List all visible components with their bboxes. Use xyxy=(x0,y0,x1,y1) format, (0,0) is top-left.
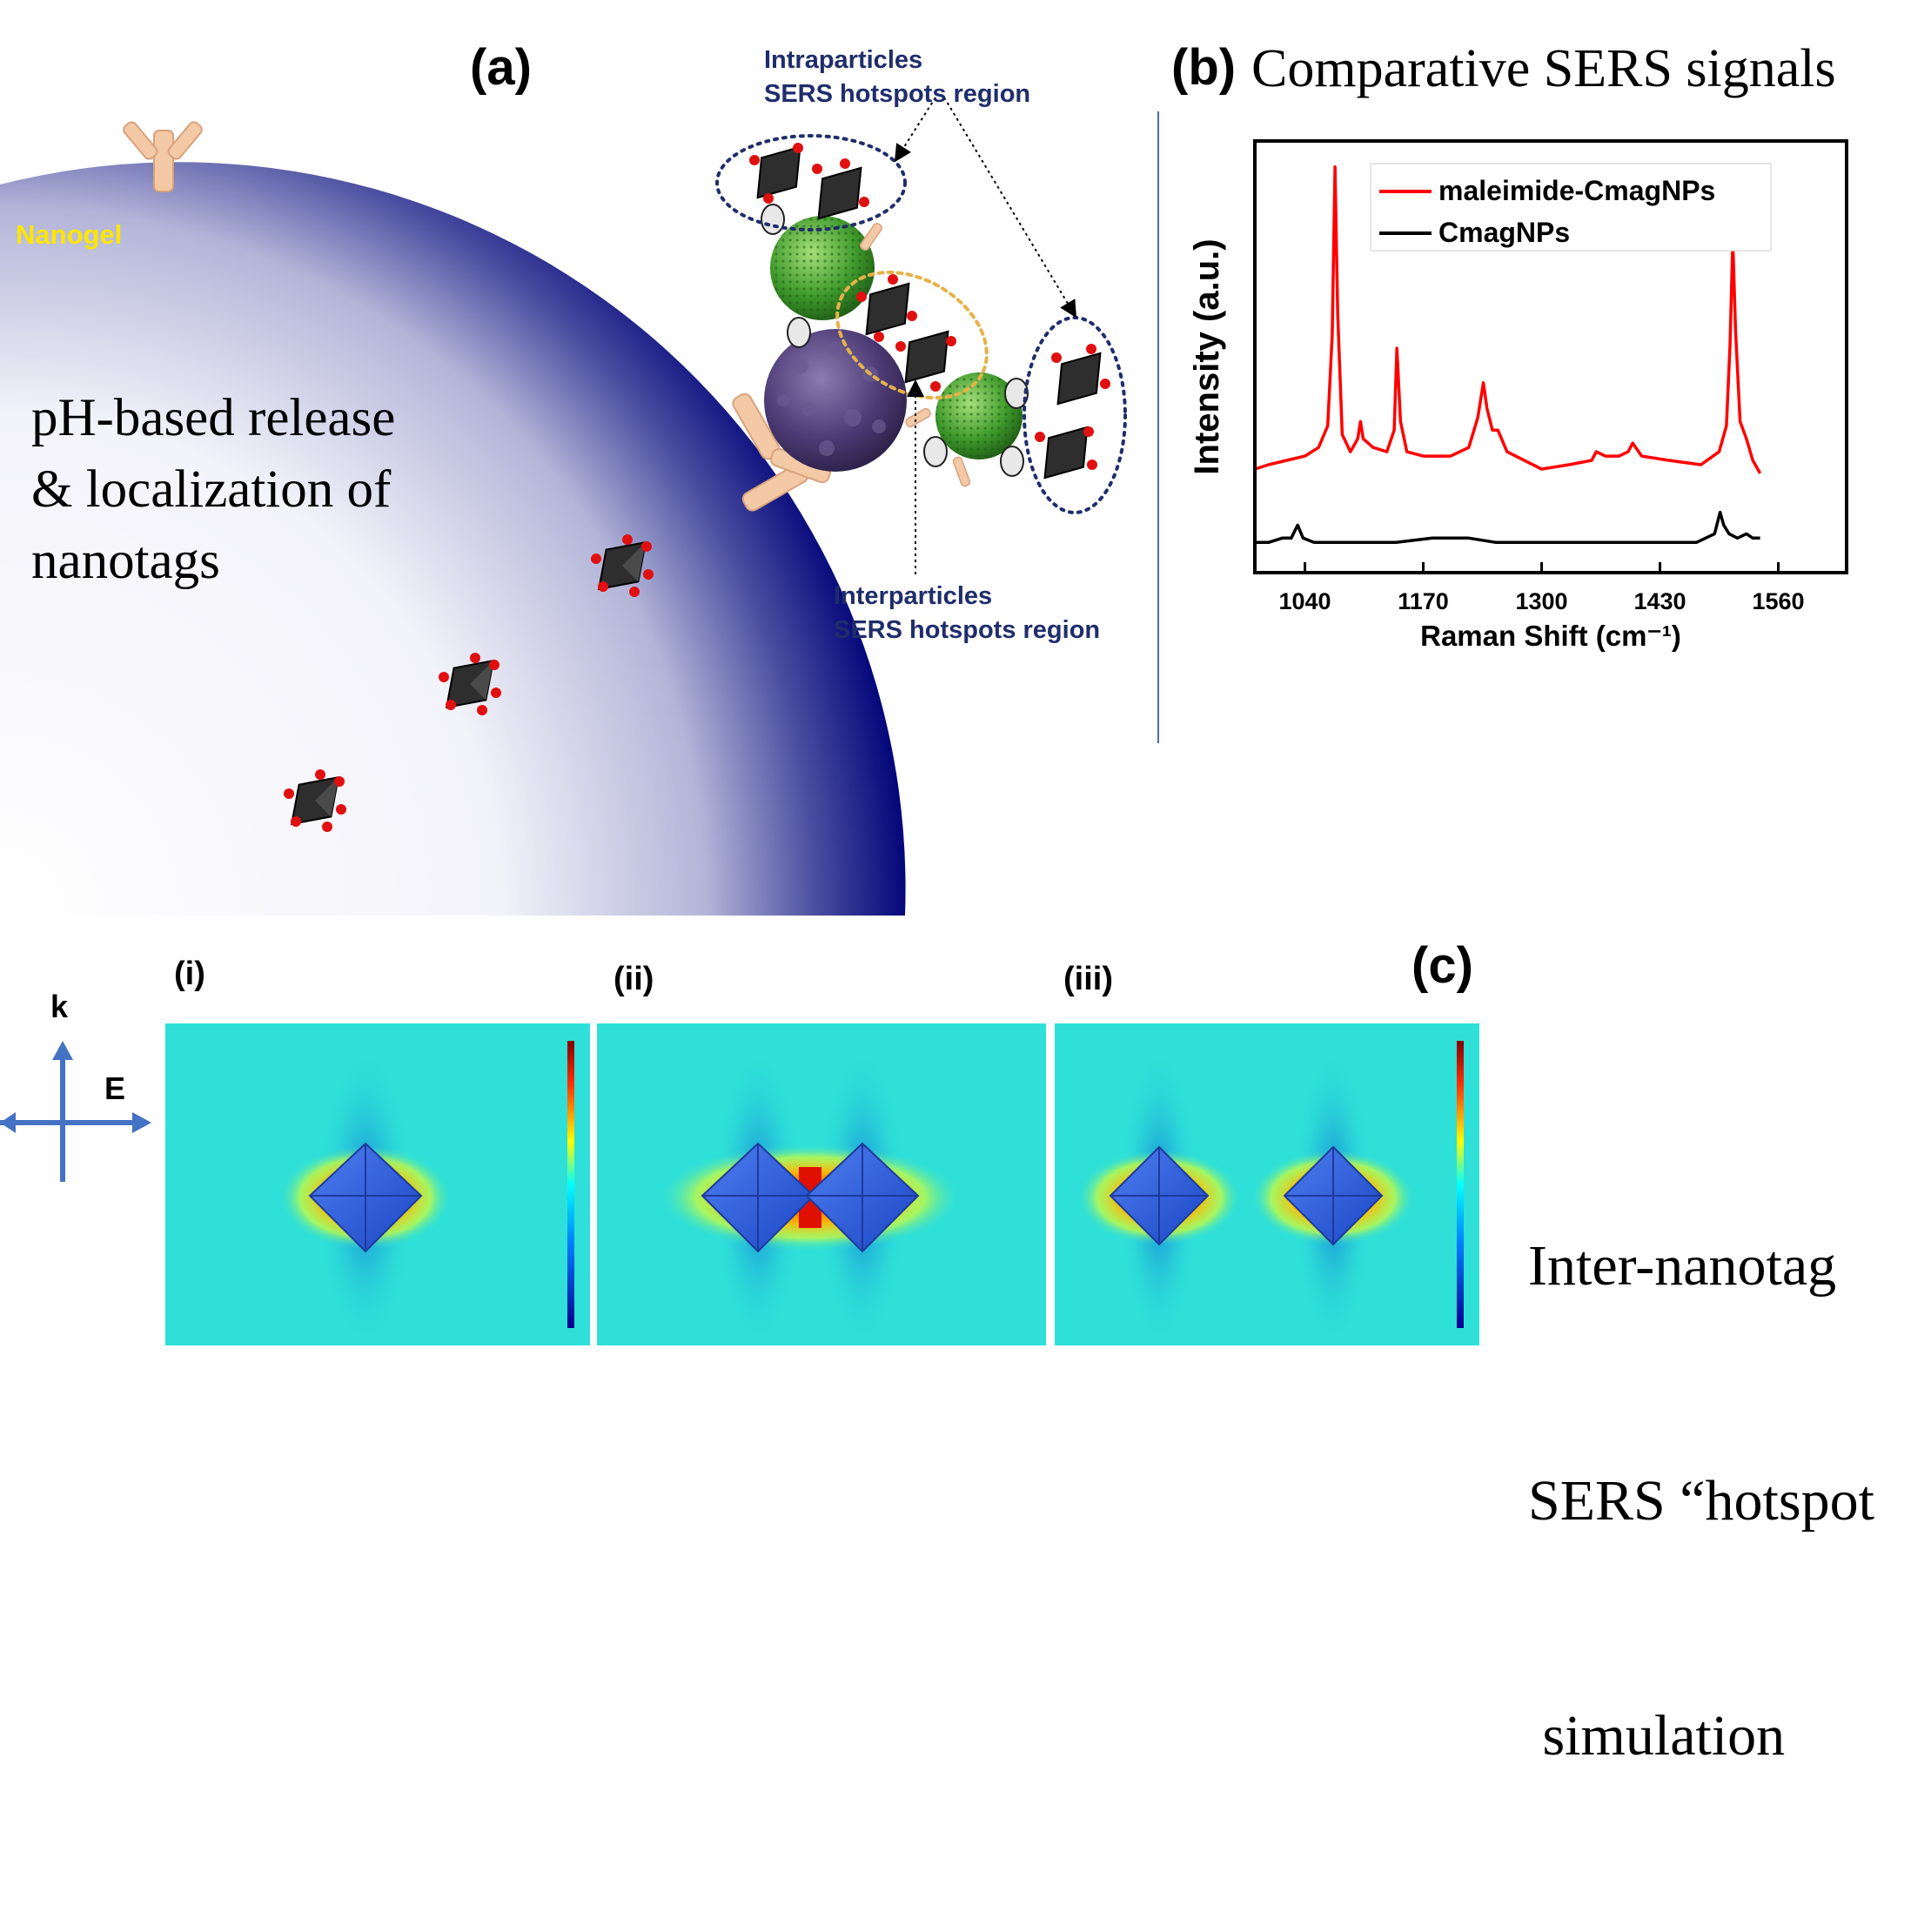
inter-hotspot-ellipse xyxy=(835,270,989,400)
intra-hotspot-ellipse xyxy=(715,134,907,231)
sers-chart: 1040 1170 1300 1430 1560 Raman Shift (cm⁻¹) In… xyxy=(1188,139,1848,652)
series-line-CmagNPs xyxy=(1255,510,1760,545)
sublabel-iii: (iii) xyxy=(1063,961,1113,997)
release-text: pH-based release & localization of nanot… xyxy=(31,383,395,597)
nanogel-diagram xyxy=(0,97,1127,916)
nanotag-pair-top xyxy=(749,143,869,220)
x-axis-label: Raman Shift (cm⁻¹) xyxy=(1420,620,1681,652)
simulation-panel-i xyxy=(165,1023,590,1345)
antibody-icon xyxy=(123,121,203,192)
hotspot-assembly xyxy=(715,97,1127,574)
inter-label-line: Interparticles xyxy=(834,582,993,610)
sublabel-ii: (ii) xyxy=(614,961,654,997)
panel-b-title: Comparative SERS signals xyxy=(1251,39,1836,98)
nanoparticle-shape xyxy=(701,1142,815,1253)
release-text-line: pH-based release xyxy=(31,389,396,447)
simulation-panel-iii xyxy=(1055,1023,1479,1345)
nanotag-3 xyxy=(284,769,346,832)
nanoparticle-shape xyxy=(1283,1145,1384,1246)
nanotag-1 xyxy=(591,534,654,597)
axis-k-label: k xyxy=(50,989,69,1024)
legend-label: CmagNPs xyxy=(1438,217,1570,248)
nanoparticle-shape xyxy=(1109,1145,1210,1246)
legend-box xyxy=(1370,163,1772,252)
plot-frame xyxy=(1253,139,1848,574)
x-tick-label: 1430 xyxy=(1633,588,1686,614)
x-tick-label: 1560 xyxy=(1752,588,1804,614)
intra-label-line: SERS hotspots region xyxy=(764,80,1031,108)
intra-hotspot-ellipse xyxy=(1023,316,1127,514)
field-axes xyxy=(0,1041,151,1182)
inter-label-line: SERS hotspots region xyxy=(834,616,1101,644)
sublabel-i: (i) xyxy=(174,956,205,992)
simulation-caption: Inter-nanotag SERS “hotspot simulation xyxy=(1528,1070,1874,1932)
nanogel-label: Nanogel xyxy=(16,219,123,250)
x-tick-label: 1040 xyxy=(1278,588,1331,614)
intra-hotspot-label: Intraparticles SERS hotspots region xyxy=(764,44,1030,111)
x-tick-label: 1300 xyxy=(1515,588,1567,614)
caption-line: Inter-nanotag xyxy=(1528,1234,1837,1298)
panel-b-label: (b) xyxy=(1171,39,1237,96)
x-tick-label: 1170 xyxy=(1398,588,1449,614)
y-axis-label: Intensity (a.u.) xyxy=(1188,238,1226,474)
legend-label: maleimide-CmagNPs xyxy=(1438,175,1715,206)
simulation-panel-ii xyxy=(597,1023,1046,1345)
release-text-line: & localization of xyxy=(31,460,392,519)
nanotag-pair-center xyxy=(856,274,956,392)
intra-label-line: Intraparticles xyxy=(764,46,923,74)
caption-line: simulation xyxy=(1528,1704,1786,1768)
nanotag-pair-right xyxy=(1035,344,1110,480)
nanotag-2 xyxy=(439,653,501,715)
nanogel-sphere xyxy=(0,162,906,916)
series-line-maleimide-CmagNPs xyxy=(1254,165,1762,474)
panel-c-label: (c) xyxy=(1411,937,1473,994)
nanoparticle-shape xyxy=(308,1142,423,1253)
nanoparticle-shape xyxy=(805,1142,920,1253)
axis-e-label: E xyxy=(104,1070,126,1106)
caption-line: SERS “hotspot xyxy=(1528,1469,1874,1533)
inter-hotspot-label: Interparticles SERS hotspots region xyxy=(834,580,1100,647)
release-text-line: nanotags xyxy=(31,532,220,590)
panel-a-label: (a) xyxy=(470,39,532,96)
panel-divider xyxy=(1157,111,1159,743)
